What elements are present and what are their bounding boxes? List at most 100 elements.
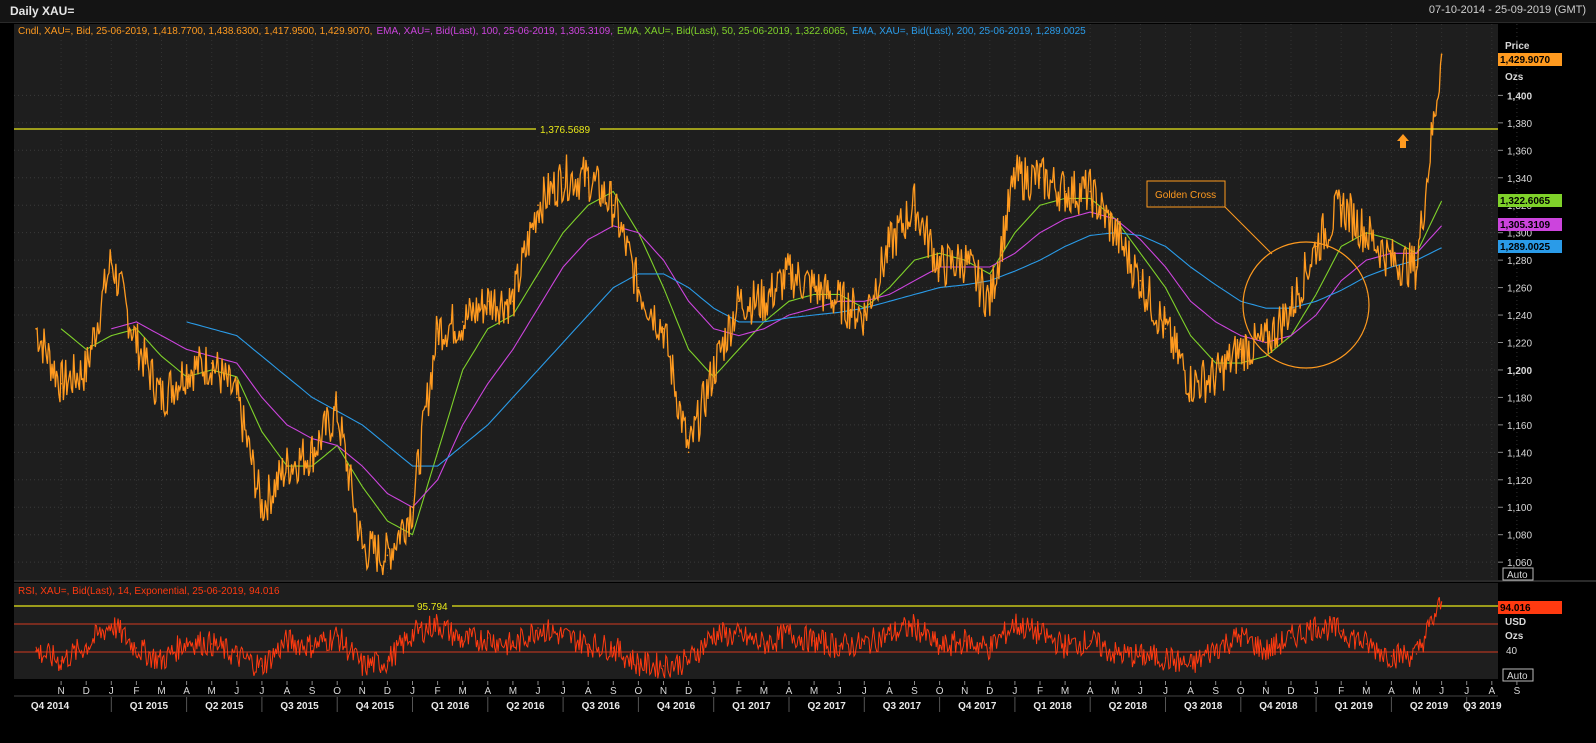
rsi-point <box>1089 640 1091 642</box>
price-point <box>938 266 941 268</box>
month-label: O <box>936 686 944 697</box>
rsi-point <box>537 627 539 629</box>
rsi-point <box>311 645 313 647</box>
rsi-high-label: 95.794 <box>417 602 448 613</box>
up-arrow-icon <box>1397 134 1409 148</box>
month-label: S <box>309 686 316 697</box>
month-label: M <box>208 686 216 697</box>
price-point <box>1390 259 1393 261</box>
quarter-label: Q3 2017 <box>883 701 922 712</box>
price-auto-button[interactable] <box>1502 567 1534 581</box>
month-label: J <box>1314 686 1319 697</box>
month-label: O <box>333 686 341 697</box>
rsi-point <box>863 643 865 645</box>
rsi-point <box>662 665 665 667</box>
month-label: J <box>536 686 541 697</box>
quarter-label: Q3 2016 <box>582 701 621 712</box>
rsi-point <box>1265 650 1267 652</box>
rsi-point <box>1365 643 1368 645</box>
rsi-point <box>913 625 916 627</box>
price-tick-label: 1,200 <box>1507 366 1532 377</box>
rsi-point <box>1164 657 1167 659</box>
price-point <box>512 300 514 303</box>
rsi-point <box>85 645 87 647</box>
price-point <box>989 300 991 303</box>
price-point <box>60 382 62 385</box>
month-label: N <box>57 686 64 697</box>
price-point <box>712 369 715 371</box>
price-point <box>587 176 589 179</box>
price-tick-label: 1,400 <box>1507 91 1532 102</box>
price-point <box>1365 231 1368 234</box>
price-tick-label: 1,280 <box>1507 256 1532 267</box>
quarter-label: Q4 2015 <box>356 701 395 712</box>
price-point <box>1164 327 1167 330</box>
quarter-label: Q4 2014 <box>31 701 70 712</box>
rsi-point <box>1064 645 1066 647</box>
price-point <box>963 259 966 261</box>
price-point <box>311 451 313 454</box>
price-point <box>361 547 364 550</box>
rsi-point <box>838 645 840 647</box>
month-label: J <box>862 686 867 697</box>
chart-title: Daily XAU= <box>10 4 75 18</box>
rsi-point <box>361 665 363 667</box>
rsi-point <box>813 640 815 642</box>
price-point <box>738 300 740 303</box>
ema200-line <box>186 232 1442 467</box>
month-label: A <box>786 686 793 697</box>
ema100-line <box>111 211 1443 508</box>
price-point <box>1139 279 1142 282</box>
legend-ema200: EMA, XAU=, Bid(Last), 200, 25-06-2019, 1… <box>852 26 1086 37</box>
rsi-auto-button[interactable] <box>1502 668 1534 682</box>
price-point <box>185 369 188 371</box>
quarter-label: Q1 2016 <box>431 701 470 712</box>
price-point <box>888 245 891 248</box>
ema50-tag: 1,322.6065 <box>1500 196 1550 207</box>
price-tick-label: 1,080 <box>1507 531 1532 542</box>
rsi-point <box>1315 625 1317 627</box>
price-tick-label: 1,160 <box>1507 421 1532 432</box>
month-label: J <box>1439 686 1444 697</box>
month-label: M <box>810 686 818 697</box>
resistance-label: 1,376.5689 <box>540 125 590 136</box>
quarter-label: Q2 2017 <box>807 701 846 712</box>
quarter-label: Q3 2019 <box>1463 701 1502 712</box>
month-label: N <box>359 686 366 697</box>
price-point <box>1340 204 1342 207</box>
rsi-point <box>512 645 514 647</box>
rsi-point <box>1390 655 1393 657</box>
month-label: M <box>157 686 165 697</box>
last-price-tag-bg <box>1498 53 1562 66</box>
price-point <box>461 321 464 323</box>
rsi-point <box>1290 637 1292 639</box>
quarter-label: Q3 2018 <box>1184 701 1223 712</box>
ema200-tag-bg <box>1498 240 1562 253</box>
month-label: M <box>1111 686 1119 697</box>
price-tick-label: 1,380 <box>1507 119 1532 130</box>
price-point <box>662 327 665 330</box>
month-label: S <box>1212 686 1219 697</box>
legend: Cndl, XAU=, Bid, 25-06-2019, 1,418.7700,… <box>18 26 1086 37</box>
rsi-tick-40: 40 <box>1506 646 1518 657</box>
quarter-label: Q4 2017 <box>958 701 997 712</box>
rsi-point <box>713 633 715 635</box>
month-label: S <box>911 686 918 697</box>
rsi-point <box>261 665 263 667</box>
quarter-label: Q4 2018 <box>1259 701 1298 712</box>
month-label: F <box>1338 686 1344 697</box>
month-label: A <box>484 686 491 697</box>
rsi-legend: RSI, XAU=, Bid(Last), 14, Exponential, 2… <box>18 586 280 597</box>
rsi-point <box>462 640 464 642</box>
month-label: N <box>1262 686 1269 697</box>
month-label: J <box>410 686 415 697</box>
month-label: J <box>711 686 716 697</box>
quarter-label: Q2 2018 <box>1109 701 1148 712</box>
rsi-point <box>35 650 37 652</box>
rsi-series-line <box>35 597 1443 679</box>
month-label: F <box>736 686 742 697</box>
month-label: S <box>1514 686 1521 697</box>
